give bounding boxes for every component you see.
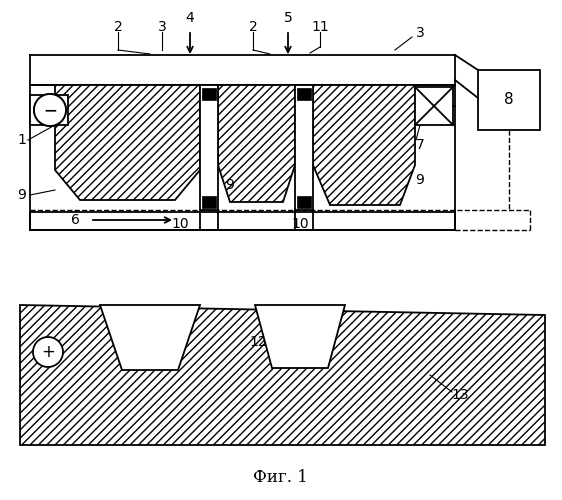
Polygon shape <box>255 305 345 368</box>
Circle shape <box>34 94 66 126</box>
Bar <box>295 85 313 210</box>
Bar <box>202 196 216 208</box>
Polygon shape <box>55 85 200 200</box>
Polygon shape <box>218 85 295 202</box>
Text: 6: 6 <box>71 213 79 227</box>
Text: 2: 2 <box>114 20 123 34</box>
Text: 10: 10 <box>291 217 309 231</box>
Text: 12: 12 <box>139 335 157 349</box>
Text: 9: 9 <box>415 173 424 187</box>
Text: $+$: $+$ <box>41 343 55 361</box>
Bar <box>30 95 68 125</box>
Text: 8: 8 <box>504 92 514 108</box>
Bar <box>415 87 453 125</box>
Text: $-$: $-$ <box>43 101 57 119</box>
Polygon shape <box>313 85 415 205</box>
Text: 11: 11 <box>311 20 329 34</box>
Bar <box>297 88 311 100</box>
Polygon shape <box>100 305 200 370</box>
Text: 9: 9 <box>17 188 26 202</box>
Text: 12: 12 <box>249 335 267 349</box>
Bar <box>478 70 540 130</box>
Text: 9: 9 <box>225 178 234 192</box>
Text: $-$: $-$ <box>43 101 57 119</box>
Text: 7: 7 <box>416 138 424 152</box>
Circle shape <box>33 337 63 367</box>
Polygon shape <box>20 305 545 445</box>
Bar <box>200 85 218 210</box>
Text: 10: 10 <box>171 217 189 231</box>
Circle shape <box>34 94 66 126</box>
Text: 2: 2 <box>248 20 257 34</box>
Bar <box>297 196 311 208</box>
Text: 3: 3 <box>416 26 424 40</box>
Bar <box>202 88 216 100</box>
Text: 1: 1 <box>17 133 26 147</box>
Text: 13: 13 <box>451 388 469 402</box>
Text: 4: 4 <box>185 11 194 25</box>
Text: Фиг. 1: Фиг. 1 <box>252 470 307 486</box>
Bar <box>30 212 455 230</box>
Text: 5: 5 <box>284 11 292 25</box>
Text: 3: 3 <box>157 20 166 34</box>
